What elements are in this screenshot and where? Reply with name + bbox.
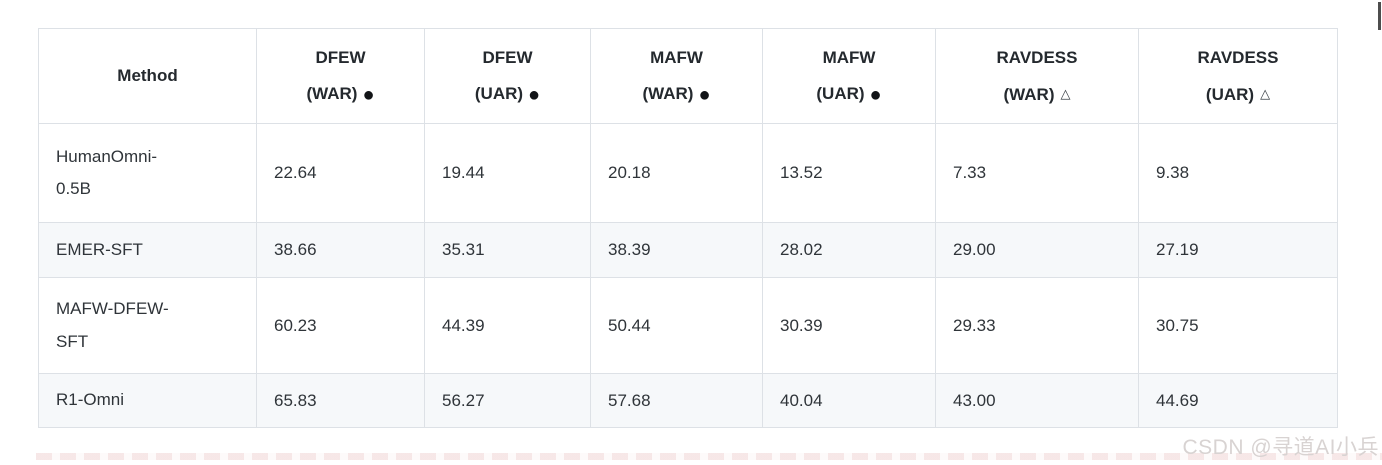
method-name: MAFW-DFEW-SFT bbox=[56, 299, 169, 351]
filled-circle-icon: ● bbox=[362, 84, 375, 106]
table-row: MAFW-DFEW-SFT 60.23 44.39 50.44 30.39 29… bbox=[38, 277, 1338, 374]
value-cell: 29.33 bbox=[935, 277, 1139, 374]
filled-circle-icon: ● bbox=[698, 84, 711, 106]
value-cell: 30.39 bbox=[762, 277, 936, 374]
metric-value: 50.44 bbox=[608, 315, 651, 335]
value-cell: 65.83 bbox=[256, 373, 425, 428]
column-header-sublabel: (WAR) bbox=[642, 84, 694, 103]
value-cell: 7.33 bbox=[935, 123, 1139, 223]
metric-value: 60.23 bbox=[274, 315, 317, 335]
method-cell: HumanOmni-0.5B bbox=[38, 123, 257, 223]
metric-value: 20.18 bbox=[608, 163, 651, 183]
value-cell: 30.75 bbox=[1138, 277, 1338, 374]
metric-value: 56.27 bbox=[442, 390, 485, 410]
filled-circle-icon: ● bbox=[869, 84, 882, 106]
column-header-mafw-war: MAFW (WAR) ● bbox=[590, 28, 763, 124]
column-header-sublabel: (WAR) bbox=[306, 84, 358, 103]
metric-value: 13.52 bbox=[780, 163, 823, 183]
value-cell: 44.39 bbox=[424, 277, 591, 374]
column-header-label: DFEW bbox=[315, 48, 366, 67]
column-header-method: Method bbox=[38, 28, 257, 124]
value-cell: 57.68 bbox=[590, 373, 763, 428]
metric-value: 43.00 bbox=[953, 390, 996, 410]
value-cell: 22.64 bbox=[256, 123, 425, 223]
value-cell: 50.44 bbox=[590, 277, 763, 374]
metric-value: 57.68 bbox=[608, 390, 651, 410]
metric-value: 29.00 bbox=[953, 240, 996, 260]
column-header-sublabel: (UAR) bbox=[1205, 84, 1255, 104]
value-cell: 13.52 bbox=[762, 123, 936, 223]
value-cell: 28.02 bbox=[762, 222, 936, 278]
column-header-ravdess-uar: RAVDESS (UAR) △ bbox=[1138, 28, 1338, 124]
value-cell: 40.04 bbox=[762, 373, 936, 428]
metric-value: 40.04 bbox=[780, 390, 823, 410]
value-cell: 60.23 bbox=[256, 277, 425, 374]
metric-value: 19.44 bbox=[442, 163, 485, 183]
table-row: HumanOmni-0.5B 22.64 19.44 20.18 13.52 7… bbox=[38, 123, 1338, 223]
filled-circle-icon: ● bbox=[528, 84, 541, 106]
column-header-mafw-uar: MAFW (UAR) ● bbox=[762, 28, 936, 124]
column-header-label: Method bbox=[117, 66, 178, 85]
metric-value: 27.19 bbox=[1156, 240, 1199, 260]
value-cell: 19.44 bbox=[424, 123, 591, 223]
metric-value: 28.02 bbox=[780, 240, 823, 260]
value-cell: 44.69 bbox=[1138, 373, 1338, 428]
metric-value: 30.75 bbox=[1156, 315, 1199, 335]
triangle-icon: △ bbox=[1260, 85, 1271, 101]
column-header-dfew-uar: DFEW (UAR) ● bbox=[424, 28, 591, 124]
value-cell: 38.66 bbox=[256, 222, 425, 278]
value-cell: 20.18 bbox=[590, 123, 763, 223]
column-header-label: MAFW bbox=[650, 48, 703, 67]
value-cell: 43.00 bbox=[935, 373, 1139, 428]
method-cell: MAFW-DFEW-SFT bbox=[38, 277, 257, 374]
benchmark-results-table: Method DFEW (WAR) ● DFEW (UAR) ● MAFW (WAR… bbox=[38, 28, 1338, 428]
column-header-ravdess-war: RAVDESS (WAR) △ bbox=[935, 28, 1139, 124]
metric-value: 22.64 bbox=[274, 163, 317, 183]
page-edge-line bbox=[1378, 2, 1381, 30]
triangle-icon: △ bbox=[1060, 85, 1071, 101]
column-header-dfew-war: DFEW (WAR) ● bbox=[256, 28, 425, 124]
column-header-label: RAVDESS bbox=[996, 47, 1078, 67]
metric-value: 65.83 bbox=[274, 390, 317, 410]
metric-value: 38.66 bbox=[274, 240, 317, 260]
metric-value: 35.31 bbox=[442, 240, 485, 260]
value-cell: 38.39 bbox=[590, 222, 763, 278]
table-row: R1-Omni 65.83 56.27 57.68 40.04 43.00 44… bbox=[38, 373, 1338, 428]
watermark-dashed-line bbox=[36, 453, 1382, 460]
table-header-row: Method DFEW (WAR) ● DFEW (UAR) ● MAFW (WAR… bbox=[38, 28, 1338, 124]
method-cell: EMER-SFT bbox=[38, 222, 257, 278]
metric-value: 30.39 bbox=[780, 315, 823, 335]
metric-value: 44.69 bbox=[1156, 390, 1199, 410]
value-cell: 9.38 bbox=[1138, 123, 1338, 223]
metric-value: 7.33 bbox=[953, 163, 987, 183]
method-cell: R1-Omni bbox=[38, 373, 257, 428]
method-name: HumanOmni-0.5B bbox=[56, 146, 158, 198]
value-cell: 27.19 bbox=[1138, 222, 1338, 278]
method-name: R1-Omni bbox=[56, 390, 125, 410]
value-cell: 56.27 bbox=[424, 373, 591, 428]
column-header-label: MAFW bbox=[822, 48, 876, 67]
value-cell: 29.00 bbox=[935, 222, 1139, 278]
column-header-label: DFEW bbox=[482, 48, 533, 67]
metric-value: 9.38 bbox=[1156, 163, 1190, 183]
method-name: EMER-SFT bbox=[56, 239, 143, 259]
metric-value: 44.39 bbox=[442, 315, 485, 335]
csdn-watermark: CSDN @寻道AI小兵 bbox=[1182, 436, 1379, 459]
table-row: EMER-SFT 38.66 35.31 38.39 28.02 29.00 2… bbox=[38, 222, 1338, 278]
value-cell: 35.31 bbox=[424, 222, 591, 278]
column-header-sublabel: (WAR) bbox=[1003, 84, 1055, 104]
column-header-label: RAVDESS bbox=[1197, 47, 1279, 67]
column-header-sublabel: (UAR) bbox=[474, 84, 524, 103]
column-header-sublabel: (UAR) bbox=[816, 84, 865, 103]
metric-value: 29.33 bbox=[953, 315, 996, 335]
metric-value: 38.39 bbox=[608, 240, 651, 260]
